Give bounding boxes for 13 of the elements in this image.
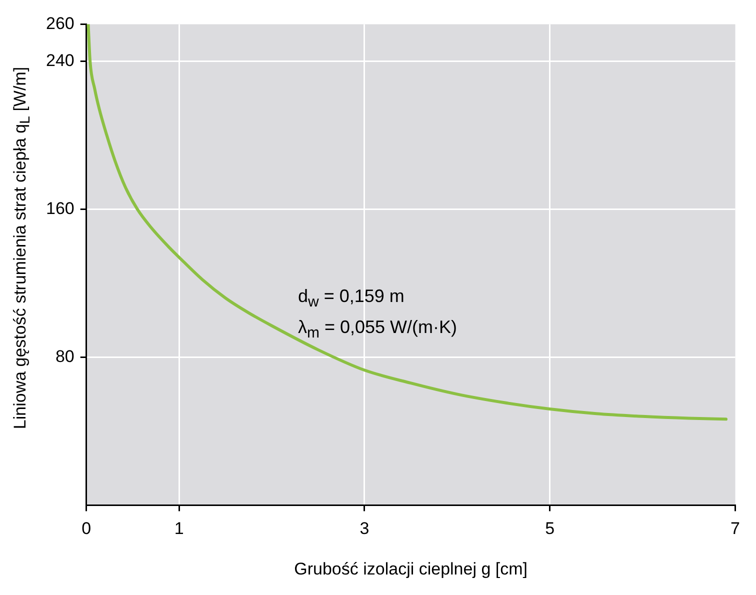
line-series <box>86 24 728 421</box>
y-tick-label: 260 <box>46 14 74 33</box>
annotation: λ$_{m}$ = 0,055 W/(m·K) <box>298 316 458 344</box>
annotation: d$_{w}$ = 0,159 m <box>298 285 406 313</box>
y-tick-label: 80 <box>55 346 74 366</box>
x-tick-label: 7 <box>730 519 740 538</box>
y-tick-label: 240 <box>46 50 74 70</box>
y-tick-label: 160 <box>46 198 74 218</box>
x-tick-label: 5 <box>545 519 555 538</box>
x-tick-label: 1 <box>174 519 184 538</box>
x-tick-label: 3 <box>360 519 370 538</box>
x-tick-label: 0 <box>82 519 92 538</box>
x-axis-title: Grubość izolacji cieplnej g [cm] <box>294 559 528 578</box>
